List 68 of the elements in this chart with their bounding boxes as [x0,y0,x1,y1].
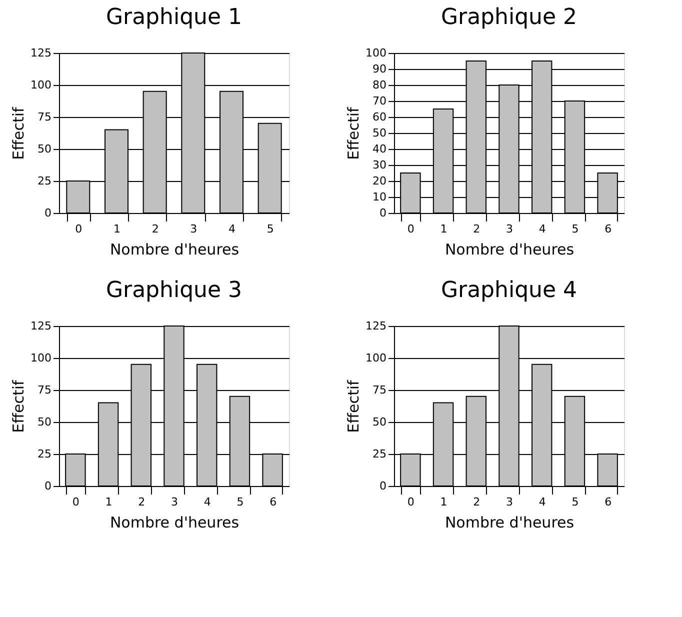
x-tick-label: 6 [270,496,277,508]
y-tick-label: 50 [38,142,52,156]
y-tick-label: 0 [380,206,386,220]
x-tick-label: 4 [204,496,211,508]
y-axis-title: Effectif [344,379,363,433]
y-tick-label: 100 [30,352,52,364]
y-axis-title: Effectif [344,106,363,160]
x-tick-label: 4 [538,222,546,236]
y-tick-label: 50 [372,126,386,140]
y-tick-label: 40 [372,142,386,156]
x-axis-title: Nombre d'heures [444,514,574,532]
y-tick-label: 30 [372,158,386,172]
y-tick-label: 125 [30,46,52,60]
x-tick-label: 0 [407,496,414,508]
x-tick-label: 1 [105,496,112,508]
y-tick-label: 20 [372,174,386,188]
x-tick-label: 6 [604,222,612,236]
y-tick-label: 75 [372,384,386,396]
x-tick-label: 1 [114,222,120,236]
y-tick-label: 100 [366,46,386,60]
x-tick-label: 3 [506,496,513,508]
y-axis-title: Effectif [10,379,28,433]
x-tick-label: 1 [440,496,448,508]
x-tick-label: 3 [506,222,513,236]
y-tick-label: 10 [372,190,386,204]
x-tick-label: 5 [572,222,579,236]
x-axis-title: Nombre d'heures [110,514,240,532]
x-tick-label: 6 [604,496,612,508]
y-tick-label: 50 [38,416,52,428]
y-tick-label: 0 [380,480,386,492]
y-tick-label: 90 [372,62,386,76]
chart-title: Graphique 3 [106,278,242,303]
x-axis-title: Nombre d'heures [444,240,574,258]
y-tick-label: 70 [372,94,386,108]
x-tick-label: 0 [407,222,414,236]
x-tick-label: 5 [236,496,244,508]
x-tick-label: 4 [538,496,546,508]
y-tick-label: 125 [366,320,386,332]
x-tick-label: 2 [473,496,480,508]
y-tick-label: 0 [44,206,52,220]
y-tick-label: 125 [30,320,52,332]
chart-title: Graphique 4 [440,278,578,303]
y-tick-label: 75 [38,110,52,124]
y-tick-label: 50 [372,416,386,428]
y-tick-label: 60 [372,110,386,124]
y-tick-label: 25 [38,448,52,460]
y-tick-label: 75 [38,384,52,396]
y-tick-label: 25 [372,448,386,460]
x-tick-label: 2 [473,222,480,236]
x-tick-label: 1 [440,222,448,236]
x-tick-label: 0 [72,496,80,508]
x-tick-label: 2 [138,496,146,508]
chart-title: Graphique 1 [106,5,242,30]
y-axis-title: Effectif [10,106,28,160]
x-tick-label: 3 [190,222,198,236]
chart-title: Graphique 2 [440,5,578,30]
x-tick-label: 4 [228,222,236,236]
y-tick-label: 25 [38,174,52,188]
x-tick-label: 2 [152,222,159,236]
x-tick-label: 0 [75,222,82,236]
x-tick-label: 3 [171,496,178,508]
y-tick-label: 100 [366,352,386,364]
y-tick-label: 100 [30,78,52,92]
x-axis-title: Nombre d'heures [110,240,240,258]
x-tick-label: 5 [266,222,274,236]
x-tick-label: 5 [572,496,579,508]
y-tick-label: 80 [372,78,386,92]
y-tick-label: 0 [44,480,52,492]
